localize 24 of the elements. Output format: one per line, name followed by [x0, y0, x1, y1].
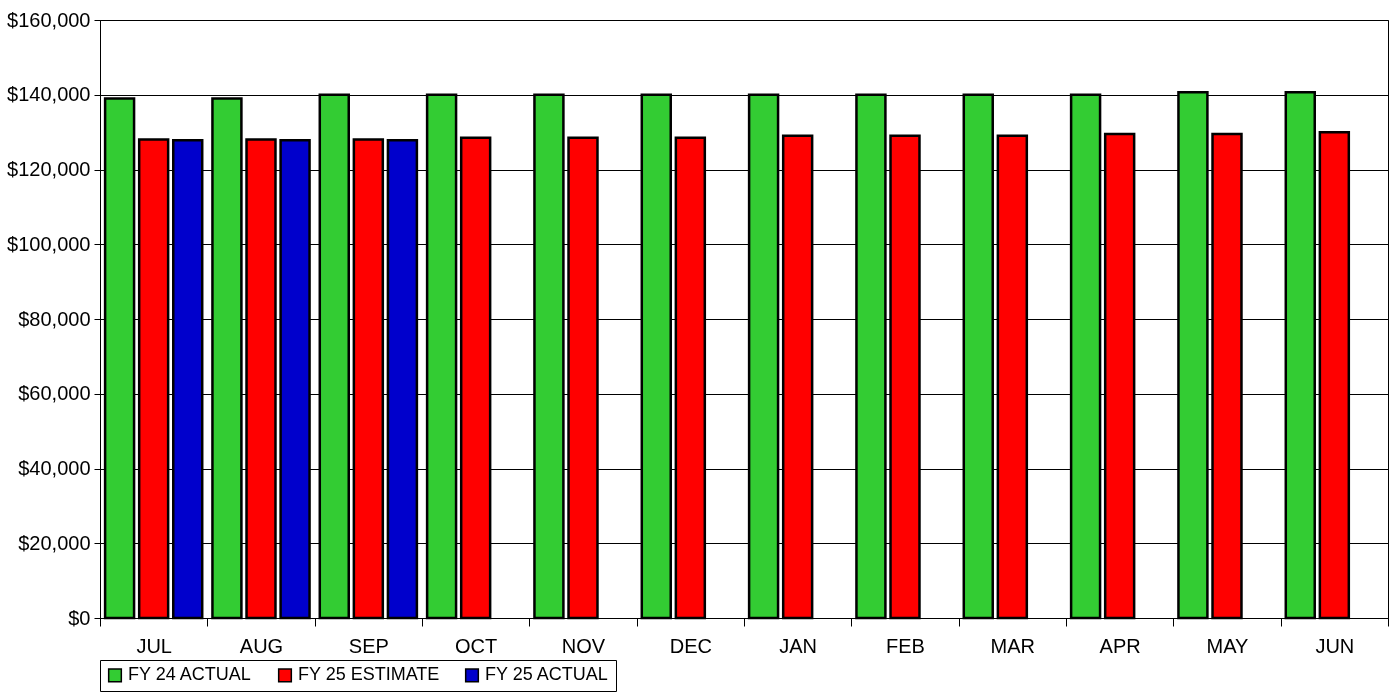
x-tick-label: MAR: [990, 634, 1036, 657]
x-tick-label: JAN: [779, 634, 818, 657]
x-tick-label: FEB: [886, 634, 925, 657]
y-tick-label: $100,000: [7, 232, 91, 255]
y-tick-label: $140,000: [7, 83, 91, 106]
y-tick-label: $20,000: [18, 531, 91, 554]
x-tick-label: JUN: [1315, 634, 1355, 657]
y-tick-label: $120,000: [7, 158, 91, 180]
x-tick-label: SEP: [348, 634, 389, 657]
x-tick-label: JUL: [136, 634, 172, 657]
legend-label: FY 24 ACTUAL: [128, 664, 251, 685]
x-tick-label: AUG: [239, 634, 284, 657]
y-tick-label: $60,000: [18, 382, 91, 405]
x-tick-label: NOV: [561, 634, 606, 657]
legend-label: FY 25 ESTIMATE: [298, 664, 440, 685]
x-tick-label: MAY: [1206, 634, 1249, 657]
y-tick-label: $0: [68, 606, 91, 629]
x-tick-label: DEC: [669, 634, 712, 657]
y-tick-label: $80,000: [18, 307, 91, 330]
legend-label: FY 25 ACTUAL: [485, 664, 608, 685]
y-tick-label: $40,000: [18, 457, 91, 479]
x-tick-label: APR: [1099, 634, 1141, 657]
y-tick-label: $160,000: [7, 8, 91, 31]
x-tick-label: OCT: [455, 634, 498, 657]
